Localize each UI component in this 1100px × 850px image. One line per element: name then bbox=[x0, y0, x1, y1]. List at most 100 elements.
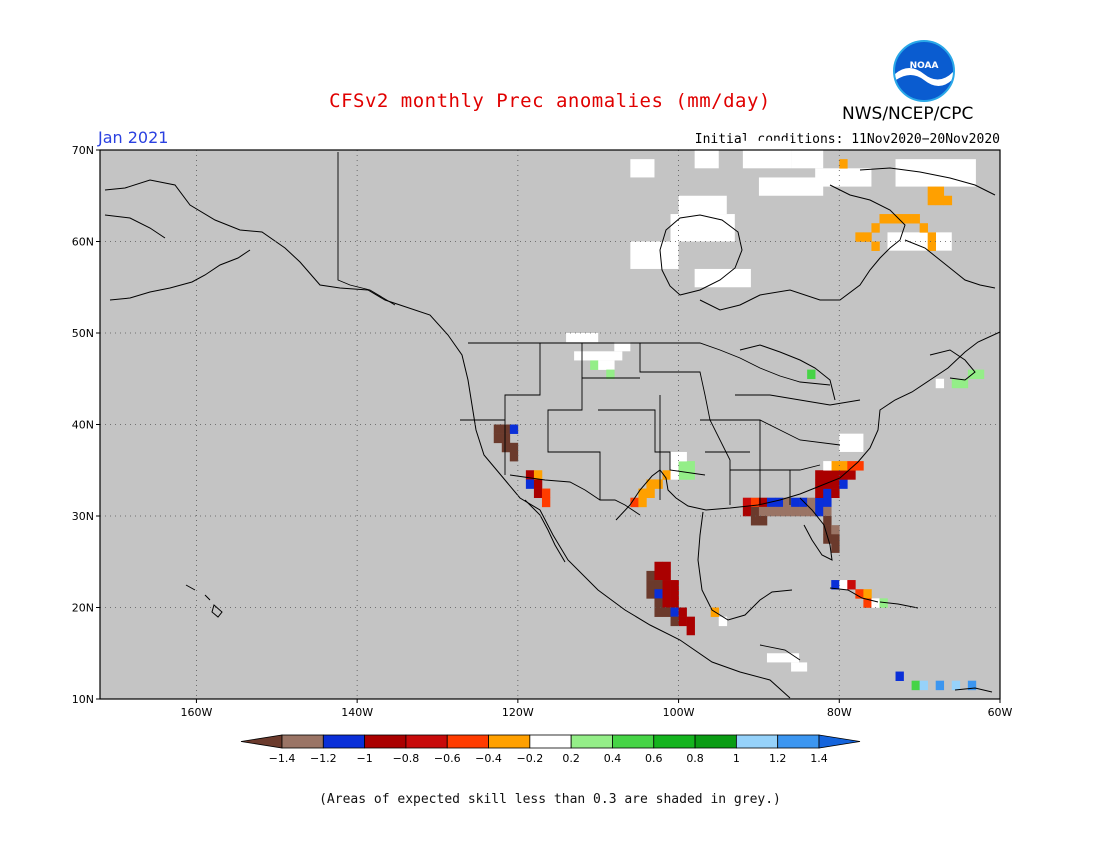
lat-tick-label: 60N bbox=[72, 236, 94, 249]
anomaly-cell-144 bbox=[967, 680, 977, 691]
anomaly-cell-30 bbox=[742, 497, 752, 508]
anomaly-cell-36 bbox=[791, 497, 800, 508]
anomaly-cell-5 bbox=[501, 442, 511, 453]
colorbar-box-10 bbox=[653, 734, 696, 749]
anomaly-cell-115 bbox=[807, 369, 816, 380]
anomaly-cell-31 bbox=[750, 497, 760, 508]
colorbar-label: −0.8 bbox=[393, 752, 420, 765]
anomaly-cell-95 bbox=[670, 607, 679, 617]
anomaly-cell-107 bbox=[863, 589, 872, 599]
anomaly-cell-51 bbox=[823, 506, 832, 517]
colorbar-box-13 bbox=[777, 734, 820, 749]
white-patch-16 bbox=[766, 653, 800, 663]
lon-tick-label: 160W bbox=[180, 706, 212, 719]
anomaly-cell-111 bbox=[590, 360, 599, 370]
anomaly-cell-103 bbox=[831, 580, 840, 590]
white-patch-14 bbox=[887, 232, 952, 251]
anomaly-cell-74 bbox=[847, 461, 856, 471]
anomaly-cell-76 bbox=[823, 461, 832, 471]
anomaly-cell-46 bbox=[783, 506, 792, 517]
anomaly-cell-61 bbox=[823, 488, 832, 498]
anomaly-cell-84 bbox=[662, 580, 671, 590]
anomaly-cell-26 bbox=[686, 470, 695, 480]
anomaly-cell-12 bbox=[533, 488, 543, 498]
lon-tick-label: 140W bbox=[341, 706, 373, 719]
anomaly-cell-13 bbox=[541, 488, 551, 498]
colorbar-label: −0.4 bbox=[475, 752, 502, 765]
anomaly-cell-93 bbox=[654, 607, 663, 617]
anomaly-cell-109 bbox=[871, 598, 880, 608]
lat-tick-label: 30N bbox=[72, 510, 94, 523]
anomaly-cell-113 bbox=[606, 360, 615, 370]
longitude-ticks: 160W 140W 120W 100W 80W 60W bbox=[180, 699, 1013, 719]
anomaly-cell-3 bbox=[493, 433, 503, 444]
anomaly-cell-142 bbox=[935, 680, 945, 691]
anomaly-cell-53 bbox=[758, 516, 768, 526]
anomaly-cell-32 bbox=[758, 497, 768, 508]
anomaly-cell-128 bbox=[927, 232, 937, 242]
anomaly-cell-122 bbox=[887, 214, 896, 224]
white-patch-9 bbox=[574, 351, 623, 361]
lat-tick-label: 70N bbox=[72, 144, 94, 157]
anomaly-cell-23 bbox=[678, 461, 687, 471]
anomaly-cell-137 bbox=[943, 195, 953, 206]
colorbar-label: 0.6 bbox=[645, 752, 663, 765]
anomaly-cell-29 bbox=[670, 470, 679, 480]
anomaly-cell-47 bbox=[791, 506, 800, 517]
anomaly-cell-4 bbox=[501, 433, 511, 444]
anomaly-cell-25 bbox=[678, 470, 687, 480]
anomaly-cell-82 bbox=[646, 580, 655, 590]
anomaly-cell-106 bbox=[855, 589, 864, 599]
lat-tick-label: 50N bbox=[72, 327, 94, 340]
skill-footnote: (Areas of expected skill less than 0.3 a… bbox=[319, 792, 781, 807]
anomaly-cell-56 bbox=[831, 525, 840, 535]
anomaly-cell-81 bbox=[662, 570, 671, 581]
anomaly-cell-72 bbox=[831, 461, 840, 471]
anomaly-cell-34 bbox=[775, 497, 784, 508]
anomaly-cell-99 bbox=[686, 616, 695, 627]
anomaly-cell-49 bbox=[807, 506, 816, 517]
colorbar-legend: −1.4 −1.2 −1 −0.8 −0.6 −0.4 −0.2 0.2 0.4 0.6 0.8 1 1… bbox=[240, 734, 861, 765]
anomaly-cell-8 bbox=[525, 470, 535, 480]
anomaly-cell-2 bbox=[509, 424, 519, 434]
colorbar-label: 1.2 bbox=[769, 752, 787, 765]
anomaly-cell-71 bbox=[847, 470, 856, 480]
anomaly-cell-39 bbox=[815, 497, 824, 508]
anomaly-cell-20 bbox=[638, 497, 647, 508]
anomaly-cell-131 bbox=[871, 241, 880, 251]
anomaly-cell-79 bbox=[646, 570, 655, 581]
anomaly-cell-75 bbox=[855, 461, 864, 471]
anomaly-cell-125 bbox=[911, 214, 920, 224]
anomaly-cell-124 bbox=[903, 214, 912, 224]
white-patch-11 bbox=[815, 168, 872, 187]
anomaly-cell-66 bbox=[839, 479, 848, 489]
anomaly-cell-1 bbox=[501, 424, 511, 434]
anomaly-cell-92 bbox=[670, 598, 679, 608]
anomaly-cell-37 bbox=[799, 497, 808, 508]
target-month: Jan 2021 bbox=[98, 128, 169, 147]
white-patch-2 bbox=[742, 140, 792, 169]
anomaly-cell-96 bbox=[678, 607, 687, 617]
anomaly-cell-116 bbox=[935, 378, 945, 389]
anomaly-cell-48 bbox=[799, 506, 808, 517]
anomaly-cell-62 bbox=[831, 488, 840, 498]
anomaly-cell-40 bbox=[823, 497, 832, 508]
lat-tick-label: 40N bbox=[72, 419, 94, 432]
anomaly-cell-126 bbox=[871, 223, 880, 233]
anomaly-cell-112 bbox=[598, 360, 607, 370]
noaa-logo: NOAA bbox=[893, 40, 955, 102]
anomaly-cell-69 bbox=[831, 470, 840, 480]
white-patch-5 bbox=[670, 214, 735, 242]
colorbar-label: −0.2 bbox=[516, 752, 543, 765]
anomaly-cell-6 bbox=[509, 442, 519, 453]
colorbar-label: −1.2 bbox=[310, 752, 337, 765]
colorbar-box-4 bbox=[405, 734, 448, 749]
anomaly-cell-14 bbox=[541, 497, 551, 508]
anomaly-cell-89 bbox=[670, 589, 679, 599]
anomaly-cell-94 bbox=[662, 607, 671, 617]
white-patch-15 bbox=[839, 433, 864, 452]
anomaly-cell-10 bbox=[525, 479, 535, 489]
anomaly-cell-86 bbox=[646, 589, 655, 599]
white-patch-6 bbox=[630, 241, 679, 269]
anomaly-cell-123 bbox=[895, 214, 904, 224]
